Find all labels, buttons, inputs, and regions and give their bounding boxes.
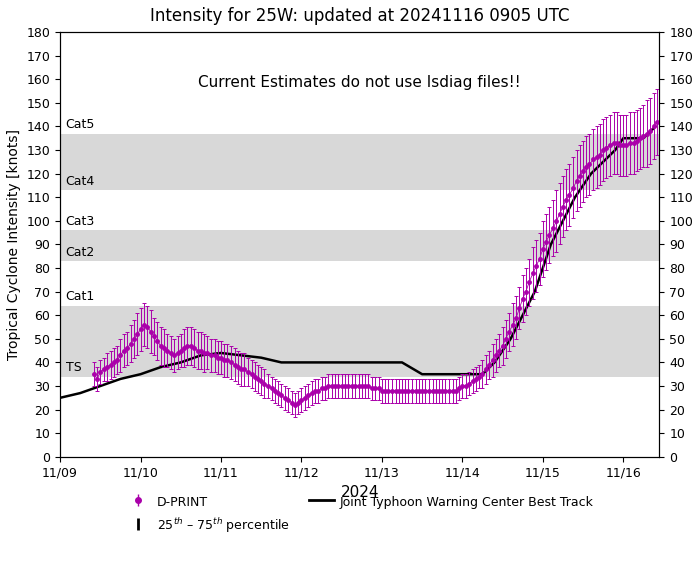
Text: Cat2: Cat2 <box>66 246 95 259</box>
X-axis label: 2024: 2024 <box>340 485 379 500</box>
Title: Intensity for 25W: updated at 20241116 0905 UTC: Intensity for 25W: updated at 20241116 0… <box>150 7 570 25</box>
Bar <box>60 190 659 230</box>
Text: Cat3: Cat3 <box>66 215 95 228</box>
Bar <box>60 32 659 134</box>
Text: Current Estimates do not use Isdiag files!!: Current Estimates do not use Isdiag file… <box>199 75 521 90</box>
Legend: D-PRINT, 25$^{th}$ – 75$^{th}$ percentile, Joint Typhoon Warning Center Best Tra: D-PRINT, 25$^{th}$ – 75$^{th}$ percentil… <box>120 489 599 540</box>
Text: Cat4: Cat4 <box>66 175 95 188</box>
Bar <box>60 306 659 376</box>
Bar <box>60 261 659 306</box>
Text: TS: TS <box>66 361 81 374</box>
Text: Cat5: Cat5 <box>66 118 95 131</box>
Bar <box>60 134 659 190</box>
Text: Cat1: Cat1 <box>66 291 95 303</box>
Bar <box>60 230 659 261</box>
Y-axis label: Tropical Cyclone Intensity [knots]: Tropical Cyclone Intensity [knots] <box>7 129 21 360</box>
